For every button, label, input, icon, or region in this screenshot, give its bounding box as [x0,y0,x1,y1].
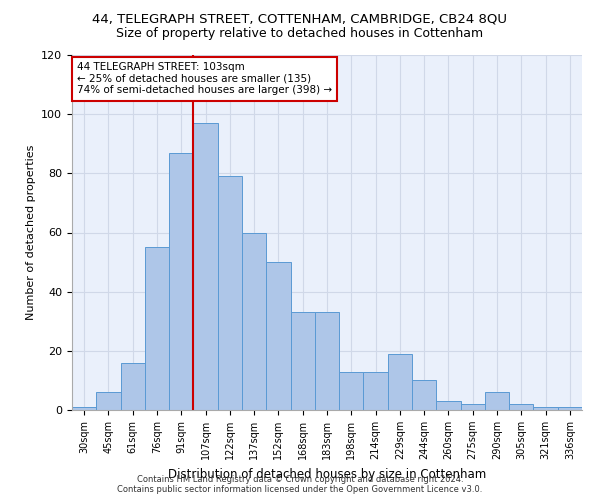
Bar [485,392,509,410]
Bar [290,312,315,410]
Bar [121,362,145,410]
Text: Size of property relative to detached houses in Cottenham: Size of property relative to detached ho… [116,28,484,40]
Bar [315,312,339,410]
Bar [193,123,218,410]
Bar [558,407,582,410]
Bar [145,248,169,410]
Bar [509,404,533,410]
Bar [169,152,193,410]
Bar [72,407,96,410]
Bar [412,380,436,410]
X-axis label: Distribution of detached houses by size in Cottenham: Distribution of detached houses by size … [168,468,486,480]
Bar [218,176,242,410]
Bar [533,407,558,410]
Bar [461,404,485,410]
Bar [266,262,290,410]
Y-axis label: Number of detached properties: Number of detached properties [26,145,35,320]
Bar [96,392,121,410]
Bar [242,232,266,410]
Bar [388,354,412,410]
Text: 44, TELEGRAPH STREET, COTTENHAM, CAMBRIDGE, CB24 8QU: 44, TELEGRAPH STREET, COTTENHAM, CAMBRID… [92,12,508,26]
Text: 44 TELEGRAPH STREET: 103sqm
← 25% of detached houses are smaller (135)
74% of se: 44 TELEGRAPH STREET: 103sqm ← 25% of det… [77,62,332,96]
Text: Contains HM Land Registry data © Crown copyright and database right 2024.: Contains HM Land Registry data © Crown c… [137,475,463,484]
Bar [339,372,364,410]
Text: Contains public sector information licensed under the Open Government Licence v3: Contains public sector information licen… [118,485,482,494]
Bar [364,372,388,410]
Bar [436,401,461,410]
